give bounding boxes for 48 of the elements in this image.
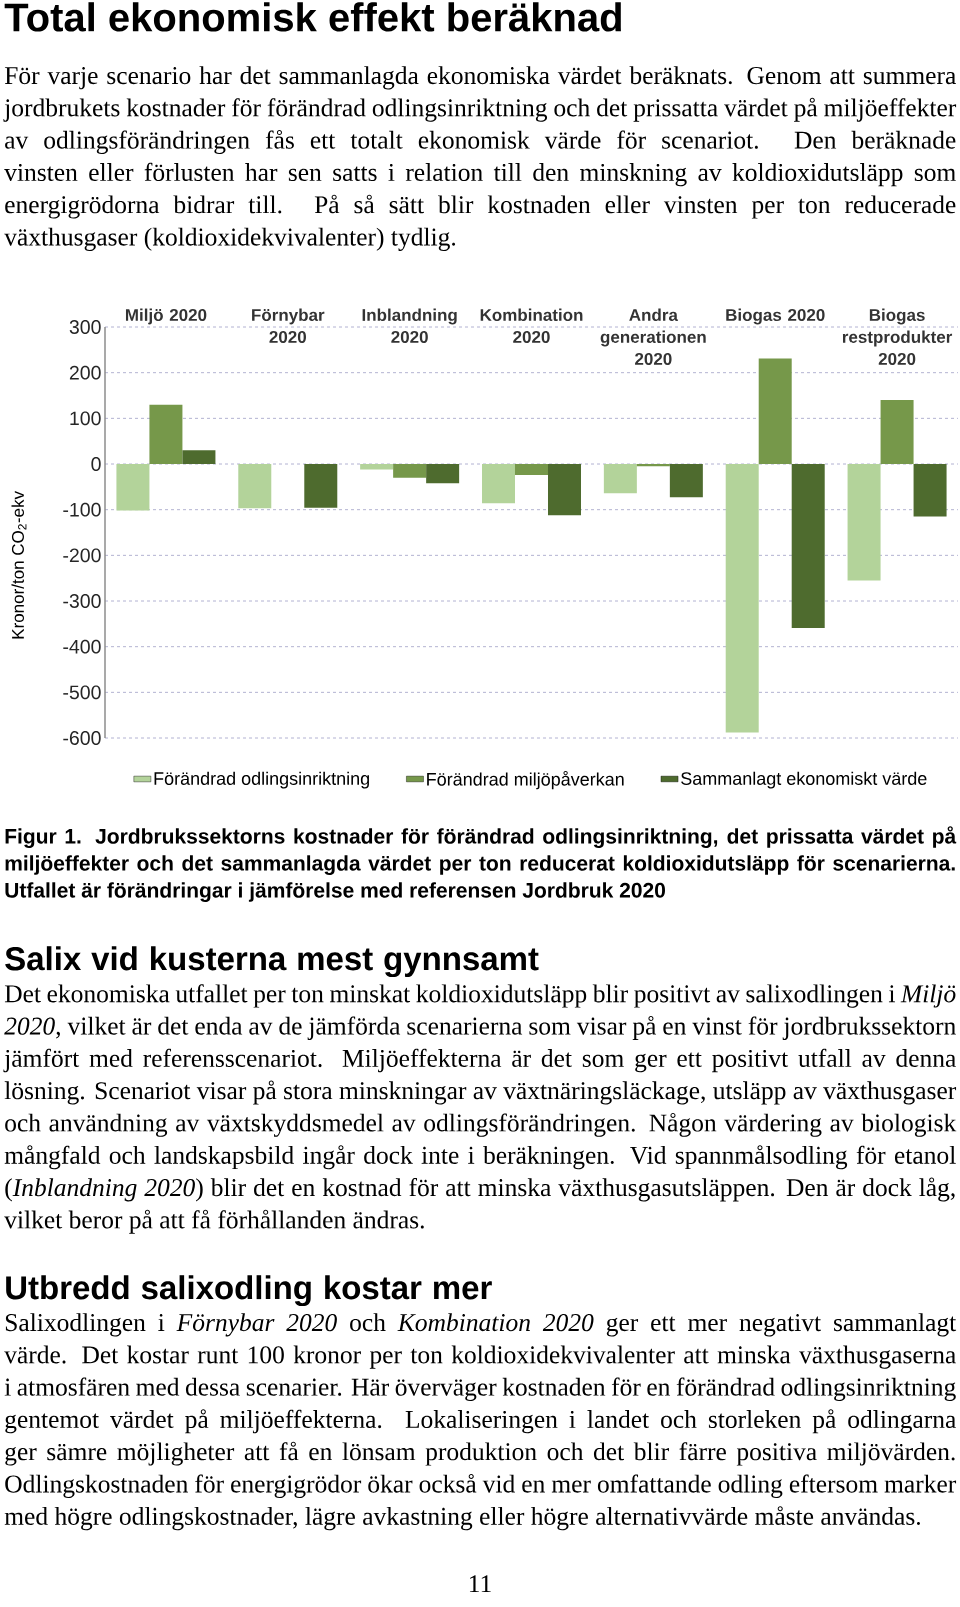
bar bbox=[515, 464, 548, 475]
legend-label: Förändrad odlingsinriktning bbox=[154, 771, 369, 789]
text: Det ekonomiska utfallet per ton minskat koldioxidutsläpp blir positivt av salixodlingen i Miljö 2020, vilket är det enda av de jämförda scenarierna som visar på en vinst för jordbrukssektorn jämfört med referensscenariot. Miljöeffekterna är det som ger ett positivt utfall av denna lösning. Scenariot visar på stora minskningar av växtnäringsläckage, utsläpp av växthusgaser och användning av växtskyddsmedel av odlingsförändringen. Någon värdering av biologisk mångfald och landskapsbild ingår dock inte i beräkningen. Vid spannmålsodling för etanol (Inblandning 2020) blir det en kostnad för att minska växthusgasutsläppen. Den är dock låg, vilket beror på att få förhållanden ändras. bbox=[3, 984, 957, 1234]
bar bbox=[149, 404, 183, 465]
bar bbox=[913, 464, 947, 517]
text: Utbredd salixodling kostar mer bbox=[6, 1275, 492, 1307]
chart-subtitle: För varje scenario har det sammanlagda ekonomiska värdet beräknats. Genom att summera jordbrukets kostnader för förändrad odlingsinriktning och det prissatta värdet på miljöeffekter av odlingsförändringen fås ett totalt ekonomisk värde för scenariot. Den beräknade vinsten eller förlusten har sen satts i relation till den minskning av koldioxidutsläpp som energigrödorna bidrar till. På så sätt blir kostnaden eller vinsten per ton reducerade växthusgaser (koldioxidekvivalenter) tydlig. bbox=[3, 66, 957, 251]
y-tick-label: -500 bbox=[63, 685, 101, 700]
bar bbox=[791, 464, 825, 628]
legend-label: Förändrad miljöpåverkan bbox=[427, 770, 624, 790]
text: Salixodlingen i Förnybar 2020 och Kombination 2020 ger ett mer negativt sammanlagt värde. Det kostar runt 100 kronor per ton koldioxidekvivalenter att minska växthusgaserna i atmosfären med dessa scenarier. Här överväger kostnaden för en förändrad odlingsinriktning gentemot värdet på miljöeffekterna. Lokaliseringen i landet och storleken på odlingarna ger sämre möjligheter att få en lönsam produktion och det blir färre positiva miljövärden. Odlingskostnaden för energigrödor ökar också vid en mer omfattande odling eftersom marker med högre odlingskostnader, lägre avkastning eller högre alternativvärde måste användas. bbox=[4, 1313, 957, 1531]
x-tick-label: Inblandning 2020 bbox=[362, 308, 457, 344]
y-tick-label: 0 bbox=[91, 457, 101, 471]
bar bbox=[304, 464, 338, 508]
y-tick-label: 300 bbox=[69, 320, 101, 334]
text: Salix vid kusterna mest gynnsamt bbox=[5, 946, 539, 978]
x-tick-label: Miljö 2020 bbox=[125, 308, 207, 325]
y-tick-label: -100 bbox=[63, 502, 101, 517]
bar bbox=[116, 464, 150, 511]
bar bbox=[758, 358, 792, 465]
bar bbox=[847, 464, 881, 581]
bar bbox=[426, 464, 460, 484]
bar bbox=[880, 400, 914, 465]
text: Figur 1. Jordbrukssektorns kostnader för förändrad odlingsinriktning, det prissatta värdet på miljöeffekter och det sammanlagda värdet per ton reducerat koldioxidutsläpp för scenarierna. Utfallet är förändringar i jämförelse med referensen Jordbruk 2020 bbox=[5, 826, 957, 902]
y-axis-title: Kronor/ton CO$_{2}$-ekv bbox=[11, 491, 27, 639]
y-tick-label: 200 bbox=[69, 365, 101, 380]
bar bbox=[182, 450, 216, 465]
x-tick-label: Biogas restprodukter 2020 bbox=[842, 308, 953, 366]
legend-label: Sammanlagt ekonomiskt värde bbox=[681, 771, 927, 789]
y-tick-label: 100 bbox=[70, 411, 101, 426]
x-tick-label: Biogas 2020 bbox=[726, 308, 825, 325]
bar bbox=[393, 464, 427, 478]
y-tick-label: -600 bbox=[63, 731, 101, 745]
bar bbox=[360, 464, 394, 470]
text: 11 bbox=[469, 1575, 491, 1593]
bar bbox=[548, 464, 581, 516]
x-tick-label: Förnybar 2020 bbox=[252, 308, 325, 344]
x-tick-label: Kombination 2020 bbox=[480, 308, 583, 344]
bar bbox=[725, 464, 759, 733]
y-tick-label: -200 bbox=[63, 548, 101, 563]
bar bbox=[603, 464, 637, 494]
x-tick-label: Andra generationen 2020 bbox=[600, 308, 706, 366]
bar bbox=[238, 464, 272, 509]
bar bbox=[482, 464, 515, 504]
bar bbox=[669, 464, 703, 498]
y-tick-label: -400 bbox=[63, 639, 101, 654]
chart-title: Total ekonomisk effekt beräknad bbox=[4, 2, 621, 32]
y-tick-label: -300 bbox=[63, 594, 101, 608]
